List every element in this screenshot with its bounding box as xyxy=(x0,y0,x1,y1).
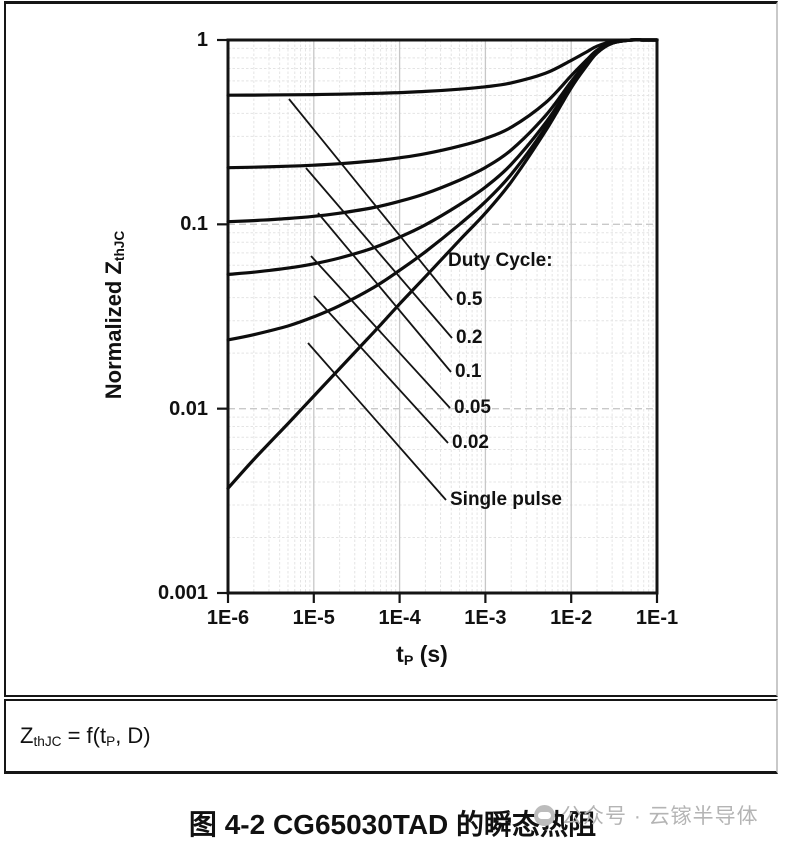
y-tick-label: 1 xyxy=(196,29,208,51)
x-tick-label: 1E-1 xyxy=(635,607,679,629)
x-tick-label: 1E-2 xyxy=(550,607,593,629)
y-tick-label: 0.01 xyxy=(169,397,208,420)
subscript: thJC xyxy=(33,734,62,749)
x-tick-label: 1E-3 xyxy=(464,607,507,629)
text-run: (s) xyxy=(413,641,448,667)
leader-line-0.02 xyxy=(313,295,449,444)
formula-panel: ZthJC = f(tP, D) xyxy=(4,699,778,774)
leader-lines xyxy=(288,98,453,501)
watermark-logo-icon xyxy=(534,804,555,826)
x-tick-label: 1E-4 xyxy=(378,607,421,629)
subscript: thJC xyxy=(112,230,127,262)
grid-major xyxy=(228,40,657,593)
leader-line-0.1 xyxy=(317,212,452,373)
curve-label-0.2: 0.2 xyxy=(456,327,483,348)
curve-label-0.5: 0.5 xyxy=(456,289,483,310)
curve-0.1 xyxy=(226,38,659,224)
subscript: P xyxy=(106,734,116,749)
leader-line-0.5 xyxy=(288,98,453,301)
duty-cycle-header: Duty Cycle: xyxy=(448,250,553,271)
y-tick-label: 0.001 xyxy=(157,582,208,604)
axis-ticks xyxy=(217,38,659,603)
formula-text: ZthJC = f(tP, D) xyxy=(20,723,151,749)
curves xyxy=(226,38,659,490)
text-run: , D) xyxy=(115,723,151,748)
text-run: t xyxy=(396,641,404,667)
curve-0.02 xyxy=(226,38,659,342)
figure-caption: 图 4-2 CG65030TAD 的瞬态热阻 xyxy=(188,809,597,840)
plot-border xyxy=(226,38,659,595)
curve-label-0.1: 0.1 xyxy=(455,361,482,382)
x-tick-label: 1E-5 xyxy=(292,607,335,629)
curve-label-0.05: 0.05 xyxy=(454,397,491,418)
grid-minor xyxy=(228,40,657,593)
subscript: P xyxy=(403,653,414,670)
curve-label-single-pulse: Single pulse xyxy=(450,489,562,510)
watermark: 公众号 · 云镓半导体 xyxy=(534,800,759,830)
y-tick-label: 0.1 xyxy=(180,213,208,236)
y-axis-title: Normalized ZthJC xyxy=(101,185,127,445)
x-tick-label: 1E-6 xyxy=(206,607,250,629)
curve-label-0.02: 0.02 xyxy=(452,432,489,453)
leader-line-single-pulse xyxy=(307,342,447,501)
text-run: Z xyxy=(20,723,34,748)
curve-single-pulse xyxy=(226,38,659,490)
leader-line-0.2 xyxy=(305,167,453,339)
x-axis-title: tP (s) xyxy=(342,641,502,669)
leader-line-0.05 xyxy=(310,255,451,409)
text-run: = f(t xyxy=(61,723,107,748)
text-run: Normalized Z xyxy=(101,261,126,400)
watermark-text: 公众号 · 云镓半导体 xyxy=(561,805,759,828)
